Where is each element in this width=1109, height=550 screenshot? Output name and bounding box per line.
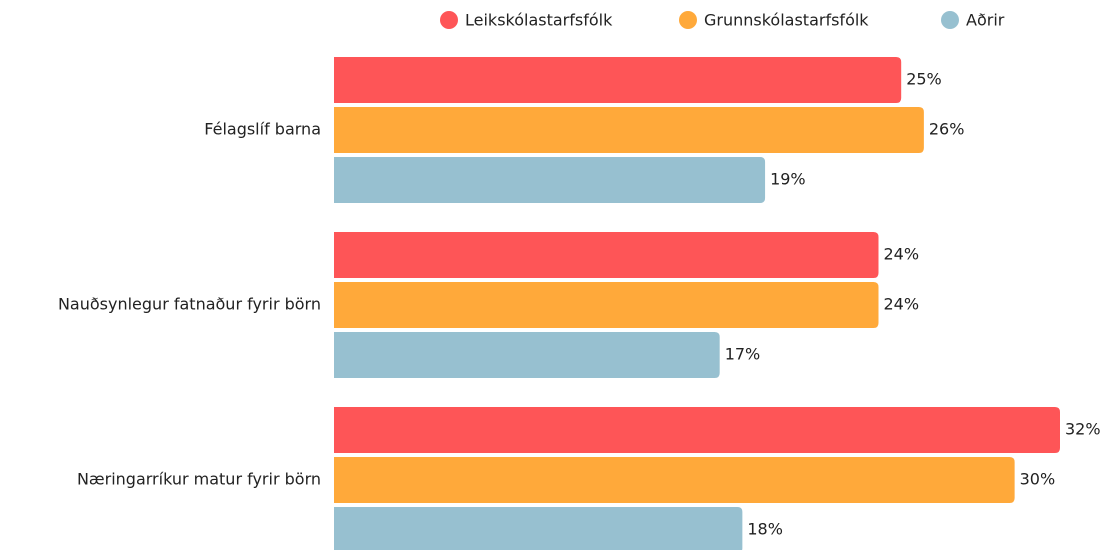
value-label: 30% <box>1020 470 1056 489</box>
bar <box>334 332 720 378</box>
bar <box>334 407 1060 453</box>
bar <box>334 157 766 203</box>
bar <box>334 232 879 278</box>
value-label: 18% <box>747 520 783 539</box>
bar <box>334 507 743 550</box>
legend-marker <box>941 11 959 29</box>
value-label: 26% <box>929 120 965 139</box>
bar <box>334 457 1015 503</box>
bar <box>334 282 879 328</box>
legend-label: Grunnskólastarfsfólk <box>704 11 869 30</box>
legend-marker <box>679 11 697 29</box>
value-label: 25% <box>906 70 942 89</box>
category-label: Nauðsynlegur fatnaður fyrir börn <box>58 295 321 314</box>
bar <box>334 57 902 103</box>
value-label: 32% <box>1065 420 1101 439</box>
bar <box>334 107 924 153</box>
value-label: 24% <box>884 295 920 314</box>
legend-label: Aðrir <box>966 11 1005 30</box>
legend-marker <box>440 11 458 29</box>
value-label: 17% <box>725 345 761 364</box>
category-label: Næringarríkur matur fyrir börn <box>77 470 321 489</box>
category-label: Félagslíf barna <box>204 120 321 139</box>
value-label: 19% <box>770 170 806 189</box>
legend-label: Leikskólastarfsfólk <box>465 11 613 30</box>
value-label: 24% <box>884 245 920 264</box>
